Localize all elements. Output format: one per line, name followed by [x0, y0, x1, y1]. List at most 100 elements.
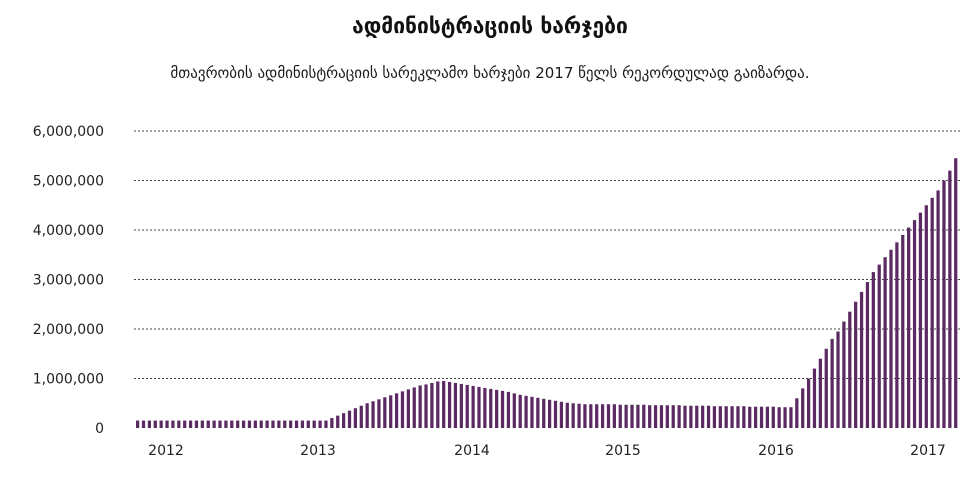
bar [677, 405, 681, 428]
bar [736, 406, 740, 428]
bar [701, 405, 705, 428]
bar [742, 406, 746, 428]
bar [653, 405, 658, 428]
bar [459, 383, 463, 428]
bar [883, 257, 887, 428]
bar [889, 249, 893, 428]
bar [489, 388, 493, 428]
y-tick-label: 3,000,000 [33, 273, 104, 289]
bar [447, 381, 452, 428]
bar [936, 190, 940, 428]
bar [559, 401, 564, 428]
bar [312, 420, 316, 428]
bar [583, 404, 587, 428]
bar [359, 405, 363, 428]
bar [665, 405, 669, 428]
bar [724, 406, 728, 428]
x-tick-label: 2014 [454, 443, 490, 459]
bar [159, 420, 163, 428]
bar [812, 368, 817, 428]
bar [577, 403, 581, 428]
bar [259, 420, 263, 428]
bar [141, 420, 146, 428]
bar [595, 404, 599, 428]
bar [300, 420, 305, 428]
x-tick-label: 2016 [758, 443, 794, 459]
bar [277, 420, 281, 428]
x-axis-ticks: 2012 2013 2014 2015 2016 2017 [148, 443, 946, 459]
bar [330, 418, 334, 428]
bar [483, 387, 487, 428]
bar [712, 406, 717, 428]
bar [306, 420, 310, 428]
bar [801, 388, 805, 428]
x-tick-label: 2013 [300, 443, 336, 459]
bar [748, 406, 752, 428]
bar [406, 389, 410, 428]
bar [453, 382, 458, 428]
bar [212, 420, 216, 428]
bar [353, 408, 358, 428]
bar [171, 420, 175, 428]
bar [265, 420, 269, 428]
gridlines [134, 130, 962, 379]
x-tick-label: 2017 [910, 443, 946, 459]
bar [754, 406, 758, 428]
bar [271, 420, 275, 428]
bar [512, 393, 516, 428]
bar [183, 420, 187, 428]
bar [394, 393, 399, 428]
bar [430, 382, 434, 428]
bar [383, 397, 387, 428]
bar [548, 399, 552, 428]
bar [671, 405, 675, 428]
bar [324, 420, 328, 428]
bar [524, 395, 528, 428]
bar [783, 407, 787, 428]
bar [901, 234, 905, 428]
bar [759, 406, 764, 428]
bar [289, 420, 293, 428]
bar [854, 301, 858, 428]
bars [136, 158, 958, 429]
bar [877, 264, 881, 428]
bar [589, 404, 593, 428]
bar [771, 406, 775, 428]
bar [412, 387, 416, 428]
bar [930, 197, 934, 428]
bar [612, 404, 616, 428]
bar [147, 420, 152, 428]
y-tick-label: 5,000,000 [33, 174, 104, 190]
x-tick-label: 2015 [605, 443, 641, 459]
bar [347, 410, 352, 428]
bar [624, 404, 628, 428]
bar [241, 420, 246, 428]
bar [371, 401, 375, 428]
bar [618, 404, 622, 428]
bar [918, 212, 923, 428]
bar [836, 331, 840, 428]
bar [942, 180, 946, 428]
bar [294, 420, 299, 428]
bar [442, 380, 446, 428]
bar [224, 420, 228, 428]
bar [471, 385, 475, 428]
bar [830, 338, 834, 428]
bar [424, 384, 428, 428]
bar [465, 384, 469, 428]
bar [342, 413, 346, 428]
bar [606, 404, 611, 428]
bar [789, 407, 793, 428]
bar [818, 358, 822, 428]
bar [695, 405, 699, 428]
bar [571, 403, 575, 428]
bar [200, 420, 204, 428]
bar [565, 402, 569, 428]
bar [495, 389, 499, 428]
y-tick-label: 1,000,000 [33, 372, 104, 388]
bar [777, 407, 781, 428]
bar [948, 170, 952, 428]
bar [824, 348, 828, 428]
bar [907, 227, 911, 428]
